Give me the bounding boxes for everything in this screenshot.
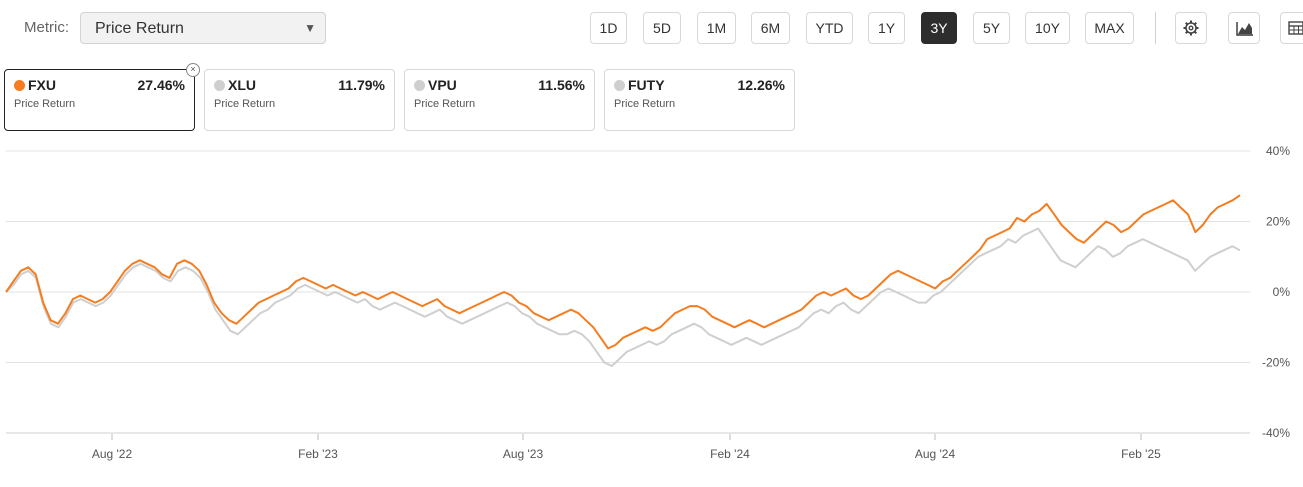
legend-dot	[214, 80, 225, 91]
chart-series	[5, 194, 1241, 367]
table-view-button[interactable]	[1280, 12, 1303, 44]
y-axis-labels: 40% 20% 0% -20% -40%	[1262, 144, 1290, 440]
y-tick-label: 0%	[1273, 285, 1291, 299]
period-button-5y[interactable]: 5Y	[973, 12, 1010, 44]
mountain-chart-icon	[1236, 22, 1253, 36]
ticker-metric: Price Return	[414, 98, 476, 110]
period-button-max[interactable]: MAX	[1085, 12, 1134, 44]
ticker-metric: Price Return	[214, 98, 276, 110]
toolbar-divider	[1155, 12, 1156, 44]
settings-button[interactable]	[1175, 12, 1207, 44]
legend-dot	[614, 80, 625, 91]
ticker-return: 12.26%	[737, 77, 785, 93]
x-tick-label: Feb '23	[298, 447, 338, 461]
price-return-chart[interactable]: 40% 20% 0% -20% -40% Aug '22 Feb '23 Aug '23 Fe…	[0, 135, 1303, 487]
close-icon[interactable]: ×	[186, 63, 200, 77]
x-tick-label: Aug '23	[503, 447, 544, 461]
ticker-card-fxu[interactable]: FXU 27.46% Price Return ×	[4, 63, 200, 131]
ticker-metric: Price Return	[14, 98, 76, 110]
period-button-3y[interactable]: 3Y	[921, 12, 957, 44]
period-button-1m[interactable]: 1M	[697, 12, 736, 44]
x-tick-label: Aug '22	[92, 447, 133, 461]
x-tick-label: Feb '25	[1121, 447, 1161, 461]
series-line-xlu	[5, 227, 1241, 367]
period-button-6m[interactable]: 6M	[751, 12, 790, 44]
ticker-symbol: XLU	[228, 77, 256, 93]
ticker-return: 27.46%	[137, 77, 185, 93]
ticker-return: 11.56%	[538, 77, 585, 93]
legend-dot	[414, 80, 425, 91]
x-axis: Aug '22 Feb '23 Aug '23 Feb '24 Aug '24 Feb '…	[92, 434, 1161, 461]
metric-label: Metric:	[24, 19, 69, 36]
legend-dot	[14, 80, 25, 91]
period-button-1d[interactable]: 1D	[590, 12, 627, 44]
y-tick-label: 40%	[1266, 144, 1290, 158]
period-button-1y[interactable]: 1Y	[868, 12, 905, 44]
ticker-symbol: VPU	[428, 77, 457, 93]
ticker-metric: Price Return	[614, 98, 676, 110]
ticker-card-xlu[interactable]: XLU 11.79% Price Return	[204, 69, 395, 131]
metric-dropdown[interactable]: Price Return ▼	[80, 12, 326, 44]
period-button-10y[interactable]: 10Y	[1025, 12, 1070, 44]
metric-dropdown-value: Price Return	[95, 20, 184, 37]
period-button-5d[interactable]: 5D	[643, 12, 681, 44]
ticker-symbol: FUTY	[628, 77, 665, 93]
ticker-return: 11.79%	[338, 77, 385, 93]
ticker-card-futy[interactable]: FUTY 12.26% Price Return	[604, 69, 795, 131]
y-tick-label: 20%	[1266, 215, 1290, 229]
ticker-card-vpu[interactable]: VPU 11.56% Price Return	[404, 69, 595, 131]
gear-icon	[1183, 20, 1199, 36]
x-tick-label: Feb '24	[710, 447, 750, 461]
ticker-symbol: FXU	[28, 77, 56, 93]
chart-grid	[6, 150, 1250, 434]
x-tick-label: Aug '24	[915, 447, 956, 461]
y-tick-label: -40%	[1262, 426, 1290, 440]
period-button-ytd[interactable]: YTD	[806, 12, 853, 44]
chart-type-button[interactable]	[1228, 12, 1260, 44]
y-tick-label: -20%	[1262, 356, 1290, 370]
table-icon	[1288, 21, 1303, 35]
series-line-fxu	[5, 194, 1241, 350]
chevron-down-icon: ▼	[304, 21, 316, 35]
